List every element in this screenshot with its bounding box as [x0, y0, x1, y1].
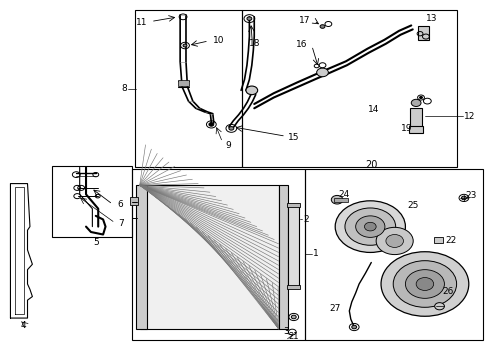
- Circle shape: [410, 99, 420, 107]
- Circle shape: [375, 227, 412, 255]
- Circle shape: [392, 261, 456, 307]
- Bar: [135, 10, 242, 167]
- Circle shape: [364, 222, 375, 231]
- Text: 2: 2: [303, 215, 308, 224]
- Circle shape: [434, 303, 444, 310]
- Circle shape: [245, 86, 257, 95]
- Text: 11: 11: [135, 18, 147, 27]
- Circle shape: [320, 25, 325, 28]
- Circle shape: [385, 234, 403, 247]
- Text: 5: 5: [93, 238, 99, 247]
- Bar: [433, 237, 443, 243]
- Bar: [278, 185, 288, 329]
- Text: 6: 6: [118, 200, 123, 209]
- Circle shape: [405, 270, 444, 298]
- Circle shape: [355, 216, 384, 237]
- Text: 23: 23: [465, 190, 476, 199]
- Circle shape: [415, 278, 433, 291]
- Bar: [177, 80, 188, 86]
- Text: 19: 19: [400, 124, 411, 133]
- Bar: [140, 185, 278, 329]
- Text: 13: 13: [426, 14, 437, 23]
- Text: 8: 8: [122, 84, 127, 93]
- Circle shape: [461, 196, 466, 200]
- Text: 21: 21: [288, 332, 298, 341]
- Text: 20: 20: [365, 160, 377, 170]
- Bar: [288, 205, 299, 288]
- Circle shape: [351, 325, 356, 329]
- Text: 24: 24: [337, 190, 348, 199]
- Circle shape: [183, 44, 186, 47]
- Circle shape: [316, 68, 328, 77]
- Text: 9: 9: [224, 141, 230, 150]
- Bar: [408, 126, 423, 134]
- Circle shape: [291, 315, 296, 319]
- Text: 7: 7: [118, 219, 123, 228]
- Text: 25: 25: [407, 201, 418, 210]
- Text: 10: 10: [212, 36, 224, 45]
- Text: 27: 27: [329, 303, 340, 312]
- Circle shape: [419, 96, 422, 99]
- Text: 22: 22: [445, 236, 456, 245]
- Text: 18: 18: [249, 39, 260, 48]
- Bar: [130, 197, 138, 205]
- Circle shape: [208, 123, 213, 126]
- Circle shape: [246, 17, 251, 21]
- Bar: [52, 166, 132, 237]
- Bar: [287, 203, 300, 207]
- Text: 17: 17: [298, 16, 310, 25]
- Circle shape: [228, 127, 233, 130]
- Bar: [132, 169, 305, 339]
- Bar: [287, 285, 300, 289]
- Circle shape: [380, 252, 468, 316]
- Circle shape: [334, 201, 405, 252]
- Bar: [417, 26, 428, 40]
- Text: 12: 12: [463, 112, 474, 121]
- Bar: [409, 108, 422, 130]
- Bar: [333, 198, 347, 202]
- Text: 3: 3: [283, 327, 289, 336]
- Text: 26: 26: [441, 287, 452, 296]
- Text: 15: 15: [288, 133, 299, 142]
- Text: 14: 14: [367, 105, 379, 114]
- Bar: [242, 10, 456, 167]
- Bar: [305, 169, 483, 339]
- Circle shape: [330, 195, 342, 204]
- Circle shape: [344, 208, 395, 245]
- Text: 1: 1: [312, 249, 318, 258]
- Text: 16: 16: [296, 40, 307, 49]
- Text: 4: 4: [21, 321, 26, 330]
- Bar: [136, 185, 147, 329]
